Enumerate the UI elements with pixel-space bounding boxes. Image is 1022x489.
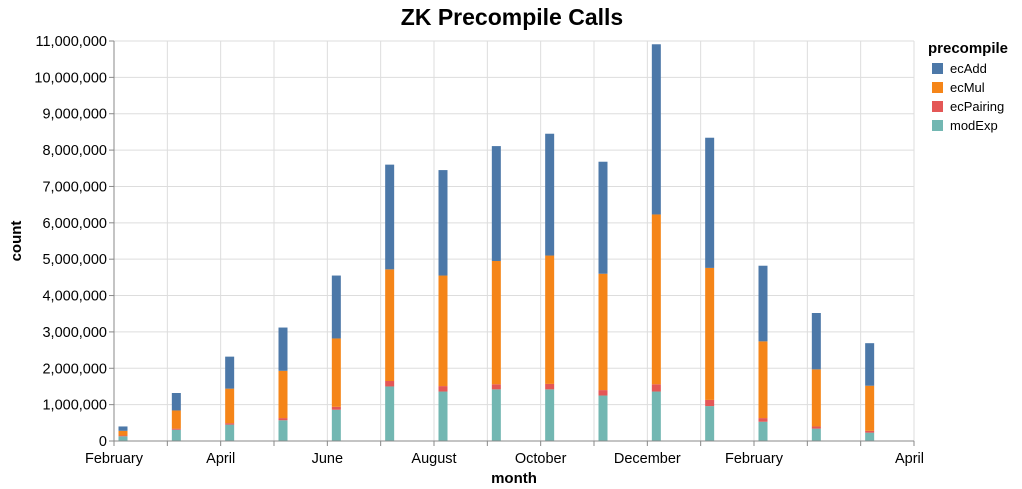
y-tick-label: 2,000,000 (42, 361, 107, 377)
x-tick-label: October (515, 451, 567, 467)
x-axis-title: month (491, 470, 537, 487)
y-tick-label: 1,000,000 (42, 398, 107, 414)
bar-ecPairing[interactable] (385, 381, 395, 387)
x-tick-label: February (725, 451, 784, 467)
y-tick-label: 3,000,000 (42, 325, 107, 341)
bar-ecAdd[interactable] (758, 265, 768, 342)
x-tick-label: February (85, 451, 144, 467)
bar-ecMul[interactable] (598, 273, 608, 391)
bar-ecMul[interactable] (705, 267, 715, 400)
bar-ecAdd[interactable] (811, 313, 821, 370)
bar-modExp[interactable] (758, 421, 768, 441)
bar-ecAdd[interactable] (705, 137, 715, 268)
y-tick-label: 10,000,000 (34, 70, 107, 86)
bar-ecAdd[interactable] (651, 44, 661, 215)
bar-modExp[interactable] (651, 391, 661, 441)
bar-ecPairing[interactable] (598, 390, 608, 396)
bar-ecPairing[interactable] (225, 423, 235, 425)
bar-ecAdd[interactable] (438, 170, 448, 276)
bar-ecAdd[interactable] (278, 327, 288, 371)
bar-ecAdd[interactable] (225, 356, 235, 389)
y-tick-label: 5,000,000 (42, 252, 107, 268)
bar-ecAdd[interactable] (491, 146, 501, 261)
legend-label-ecPairing: ecPairing (950, 99, 1004, 114)
bar-ecAdd[interactable] (865, 343, 875, 386)
legend-label-ecAdd: ecAdd (950, 61, 987, 76)
bar-ecMul[interactable] (385, 269, 395, 381)
legend: precompile ecAdd ecMul ecPairing modExp (928, 40, 1008, 133)
legend-swatch-ecAdd (932, 63, 943, 74)
bar-ecMul[interactable] (491, 261, 501, 385)
legend-label-ecMul: ecMul (950, 80, 985, 95)
bar-ecMul[interactable] (225, 388, 235, 424)
bar-ecPairing[interactable] (865, 430, 875, 433)
bar-ecAdd[interactable] (171, 393, 181, 411)
bar-ecMul[interactable] (331, 338, 341, 407)
bar-ecPairing[interactable] (438, 386, 448, 392)
bar-modExp[interactable] (545, 389, 555, 441)
bar-modExp[interactable] (705, 406, 715, 441)
bar-ecMul[interactable] (118, 430, 128, 436)
bar-ecAdd[interactable] (118, 426, 128, 431)
bar-modExp[interactable] (438, 391, 448, 441)
x-tick-label: April (206, 451, 235, 467)
bar-ecMul[interactable] (865, 385, 875, 431)
bar-ecAdd[interactable] (545, 133, 555, 256)
bar-ecAdd[interactable] (598, 161, 608, 274)
bar-ecPairing[interactable] (171, 428, 181, 430)
bar-ecMul[interactable] (278, 370, 288, 419)
bar-modExp[interactable] (171, 429, 181, 441)
bar-modExp[interactable] (811, 428, 821, 441)
bar-modExp[interactable] (865, 432, 875, 441)
legend-swatch-ecPairing (932, 101, 943, 112)
y-tick-label: 0 (99, 434, 107, 450)
x-tick-label: August (411, 451, 456, 467)
bar-ecAdd[interactable] (385, 164, 395, 270)
legend-label-modExp: modExp (950, 118, 998, 133)
y-tick-label: 9,000,000 (42, 107, 107, 123)
bar-ecPairing[interactable] (811, 426, 821, 429)
bar-ecPairing[interactable] (705, 399, 715, 407)
bar-ecMul[interactable] (171, 410, 181, 429)
bar-ecAdd[interactable] (331, 275, 341, 339)
y-tick-label: 7,000,000 (42, 179, 107, 195)
axes-layer: 0 1,000,000 2,000,000 3,000,000 4,000,000 5,0… (34, 34, 924, 467)
bar-ecPairing[interactable] (118, 435, 128, 437)
bars-layer (118, 44, 875, 441)
legend-swatch-modExp (932, 120, 943, 131)
bar-modExp[interactable] (331, 409, 341, 441)
x-tick-label: December (614, 451, 681, 467)
x-tick-label: April (895, 451, 924, 467)
y-tick-label: 8,000,000 (42, 143, 107, 159)
legend-swatch-ecMul (932, 82, 943, 93)
bar-modExp[interactable] (225, 424, 235, 441)
bar-ecMul[interactable] (651, 214, 661, 385)
legend-title: precompile (928, 40, 1008, 57)
bar-ecMul[interactable] (811, 369, 821, 427)
chart-title: ZK Precompile Calls (401, 4, 623, 30)
y-tick-label: 11,000,000 (36, 34, 108, 50)
bar-ecPairing[interactable] (758, 418, 768, 422)
bar-ecMul[interactable] (438, 275, 448, 387)
bar-ecPairing[interactable] (331, 406, 341, 410)
bar-modExp[interactable] (598, 395, 608, 441)
x-tick-label: June (312, 451, 343, 467)
bar-ecPairing[interactable] (278, 418, 288, 421)
bar-ecPairing[interactable] (545, 383, 555, 390)
bar-modExp[interactable] (491, 389, 501, 441)
bar-ecMul[interactable] (758, 341, 768, 419)
bar-ecMul[interactable] (545, 255, 555, 384)
y-tick-label: 6,000,000 (42, 216, 107, 232)
bar-ecPairing[interactable] (651, 384, 661, 392)
bar-modExp[interactable] (385, 386, 395, 441)
bar-modExp[interactable] (278, 420, 288, 441)
bar-modExp[interactable] (118, 436, 128, 441)
bar-ecPairing[interactable] (491, 384, 501, 390)
y-tick-label: 4,000,000 (42, 289, 107, 305)
y-axis-title: count (8, 221, 25, 262)
